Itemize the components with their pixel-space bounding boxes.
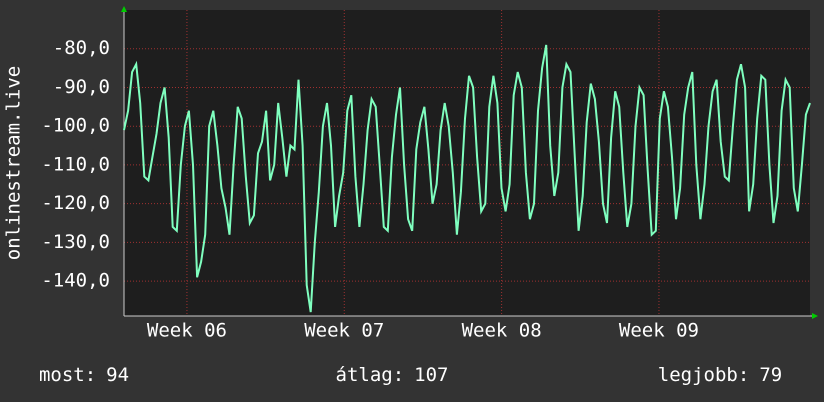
stat-value: 79 — [759, 364, 782, 386]
x-tick-label: Week 08 — [462, 320, 542, 342]
x-tick-label: Week 06 — [147, 320, 227, 342]
x-tick-label: Week 09 — [619, 320, 699, 342]
y-tick-label: -140,0 — [41, 270, 110, 292]
y-tick-label: -120,0 — [41, 192, 110, 214]
stat-value: 94 — [106, 364, 129, 386]
stat-label: legjobb: — [658, 364, 750, 386]
y-tick-label: -90,0 — [53, 76, 110, 98]
plot-area — [124, 10, 810, 316]
y-tick-label: -130,0 — [41, 231, 110, 253]
stat-value: 107 — [414, 364, 448, 386]
data-line — [123, 44, 811, 313]
stat-label: most: — [39, 364, 96, 386]
y-tick-label: -80,0 — [53, 37, 110, 59]
y-axis-label: onlinestream.live — [3, 66, 25, 260]
axis-arrow — [121, 6, 127, 12]
stat: most: 94 — [39, 364, 129, 386]
axis-arrow — [812, 313, 818, 319]
stat: legjobb: 79 — [658, 364, 782, 386]
x-tick-label: Week 07 — [304, 320, 384, 342]
y-tick-label: -110,0 — [41, 153, 110, 175]
stat-label: átlag: — [336, 364, 405, 386]
stat: átlag: 107 — [336, 364, 449, 386]
y-tick-label: -100,0 — [41, 115, 110, 137]
